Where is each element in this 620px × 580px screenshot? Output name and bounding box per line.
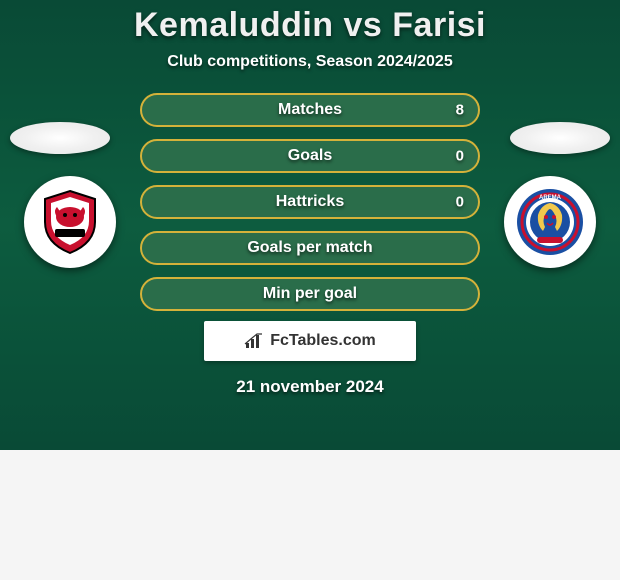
date-text: 21 november 2024	[236, 377, 383, 397]
stat-label: Min per goal	[263, 285, 357, 303]
stat-row-hattricks: Hattricks 0	[140, 185, 480, 219]
stat-label: Hattricks	[276, 193, 344, 211]
fctables-label: FcTables.com	[244, 332, 376, 350]
stat-value-right: 0	[456, 148, 464, 165]
stat-value-right: 0	[456, 194, 464, 211]
stat-label: Goals per match	[247, 239, 372, 257]
stat-label: Matches	[278, 101, 342, 119]
stat-row-matches: Matches 8	[140, 93, 480, 127]
stat-value-right: 8	[456, 102, 464, 119]
stat-row-min-per-goal: Min per goal	[140, 277, 480, 311]
stats-area: Matches 8 Goals 0 Hattricks 0 Goals per …	[0, 93, 620, 311]
page-title: Kemaluddin vs Farisi	[134, 6, 486, 45]
page-subtitle: Club competitions, Season 2024/2025	[167, 53, 452, 71]
stat-row-goals-per-match: Goals per match	[140, 231, 480, 265]
fctables-text: FcTables.com	[270, 332, 376, 350]
stat-row-goals: Goals 0	[140, 139, 480, 173]
fctables-attribution: FcTables.com	[204, 321, 416, 361]
stat-label: Goals	[288, 147, 332, 165]
bar-chart-icon	[244, 333, 264, 349]
content-wrap: Kemaluddin vs Farisi Club competitions, …	[0, 0, 620, 450]
